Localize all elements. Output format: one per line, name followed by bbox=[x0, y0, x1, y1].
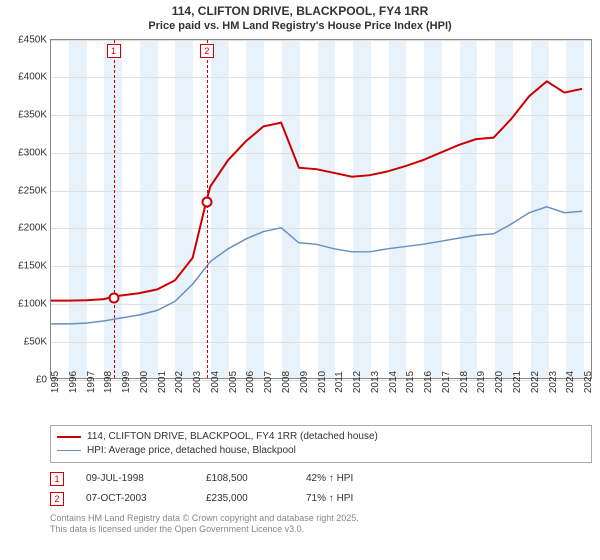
x-tick-label: 2022 bbox=[530, 370, 541, 392]
tx-marker-2: 2 bbox=[50, 492, 64, 506]
x-tick-label: 2011 bbox=[334, 371, 345, 393]
x-tick-label: 2016 bbox=[423, 370, 434, 392]
x-tick-label: 2013 bbox=[370, 370, 381, 392]
x-tick-label: 2015 bbox=[405, 370, 416, 392]
x-axis-ticks: 1995199619971998199920002001200220032004… bbox=[50, 379, 592, 419]
attribution-line1: Contains HM Land Registry data © Crown c… bbox=[50, 513, 592, 525]
x-tick-label: 1995 bbox=[50, 370, 61, 392]
x-tick-label: 2017 bbox=[441, 370, 452, 392]
x-tick-label: 1999 bbox=[121, 370, 132, 392]
tx-pct-2: 71% ↑ HPI bbox=[306, 493, 406, 504]
tx-pct-1: 42% ↑ HPI bbox=[306, 473, 406, 484]
tx-price-2: £235,000 bbox=[206, 493, 306, 504]
x-tick-label: 2024 bbox=[565, 370, 576, 392]
legend-swatch-hpi bbox=[57, 450, 81, 451]
y-tick-label: £350K bbox=[18, 110, 47, 121]
x-tick-label: 1998 bbox=[103, 370, 114, 392]
x-tick-label: 2005 bbox=[228, 370, 239, 392]
tx-price-1: £108,500 bbox=[206, 473, 306, 484]
x-tick-label: 2021 bbox=[512, 370, 523, 392]
data-point-1 bbox=[108, 292, 119, 303]
legend-box: 114, CLIFTON DRIVE, BLACKPOOL, FY4 1RR (… bbox=[50, 425, 592, 463]
chart-marker-2: 2 bbox=[200, 44, 214, 58]
x-tick-label: 2006 bbox=[245, 370, 256, 392]
y-tick-label: £300K bbox=[18, 147, 47, 158]
tx-marker-1: 1 bbox=[50, 472, 64, 486]
data-point-2 bbox=[201, 197, 212, 208]
y-tick-label: £450K bbox=[18, 34, 47, 45]
x-tick-label: 2009 bbox=[299, 370, 310, 392]
legend-row-price: 114, CLIFTON DRIVE, BLACKPOOL, FY4 1RR (… bbox=[57, 430, 585, 444]
x-tick-label: 2004 bbox=[210, 370, 221, 392]
y-tick-label: £400K bbox=[18, 72, 47, 83]
series-hpi bbox=[51, 206, 582, 323]
x-tick-label: 2025 bbox=[583, 370, 594, 392]
x-tick-label: 2000 bbox=[139, 370, 150, 392]
table-row: 1 09-JUL-1998 £108,500 42% ↑ HPI bbox=[50, 469, 592, 489]
x-tick-label: 2018 bbox=[459, 370, 470, 392]
transactions-table: 1 09-JUL-1998 £108,500 42% ↑ HPI 2 07-OC… bbox=[50, 469, 592, 509]
x-tick-label: 2014 bbox=[388, 370, 399, 392]
x-tick-label: 2007 bbox=[263, 370, 274, 392]
legend-row-hpi: HPI: Average price, detached house, Blac… bbox=[57, 444, 585, 458]
y-tick-label: £200K bbox=[18, 223, 47, 234]
y-tick-label: £0 bbox=[36, 374, 47, 385]
x-tick-label: 2010 bbox=[317, 370, 328, 392]
chart-marker-1: 1 bbox=[107, 44, 121, 58]
x-tick-label: 2001 bbox=[157, 370, 168, 392]
x-tick-label: 2019 bbox=[476, 370, 487, 392]
legend-label-price: 114, CLIFTON DRIVE, BLACKPOOL, FY4 1RR (… bbox=[87, 431, 378, 442]
chart-container: 114, CLIFTON DRIVE, BLACKPOOL, FY4 1RR P… bbox=[0, 0, 600, 560]
legend-swatch-price bbox=[57, 436, 81, 438]
plot-box: £0£50K£100K£150K£200K£250K£300K£350K£400… bbox=[50, 39, 592, 379]
attribution-line2: This data is licensed under the Open Gov… bbox=[50, 524, 592, 536]
series-price_paid bbox=[51, 81, 582, 300]
attribution-text: Contains HM Land Registry data © Crown c… bbox=[50, 513, 592, 536]
x-tick-label: 2008 bbox=[281, 370, 292, 392]
plot-area: £0£50K£100K£150K£200K£250K£300K£350K£400… bbox=[50, 39, 592, 379]
x-tick-label: 1997 bbox=[86, 370, 97, 392]
y-tick-label: £50K bbox=[24, 336, 47, 347]
legend-label-hpi: HPI: Average price, detached house, Blac… bbox=[87, 445, 296, 456]
x-tick-label: 2012 bbox=[352, 370, 363, 392]
chart-title-line2: Price paid vs. HM Land Registry's House … bbox=[0, 20, 600, 34]
x-tick-label: 2003 bbox=[192, 370, 203, 392]
x-tick-label: 2002 bbox=[174, 370, 185, 392]
x-tick-label: 2023 bbox=[548, 370, 559, 392]
tx-date-2: 07-OCT-2003 bbox=[86, 493, 206, 504]
x-tick-label: 2020 bbox=[494, 370, 505, 392]
y-tick-label: £250K bbox=[18, 185, 47, 196]
table-row: 2 07-OCT-2003 £235,000 71% ↑ HPI bbox=[50, 489, 592, 509]
y-tick-label: £100K bbox=[18, 299, 47, 310]
x-tick-label: 1996 bbox=[68, 370, 79, 392]
tx-date-1: 09-JUL-1998 bbox=[86, 473, 206, 484]
y-tick-label: £150K bbox=[18, 261, 47, 272]
chart-title-line1: 114, CLIFTON DRIVE, BLACKPOOL, FY4 1RR bbox=[0, 0, 600, 20]
